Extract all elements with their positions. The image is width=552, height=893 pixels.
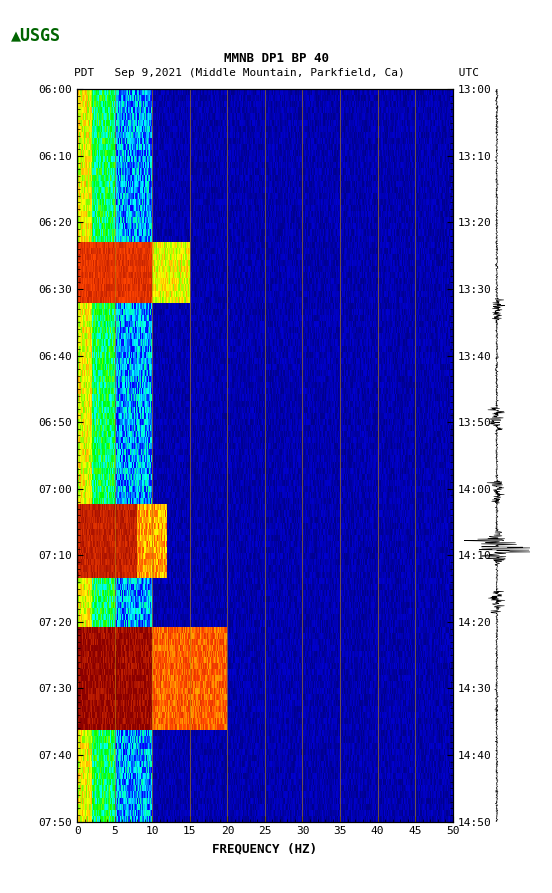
Text: ▲USGS: ▲USGS: [11, 27, 61, 45]
Text: PDT   Sep 9,2021 (Middle Mountain, Parkfield, Ca)        UTC: PDT Sep 9,2021 (Middle Mountain, Parkfie…: [73, 68, 479, 79]
X-axis label: FREQUENCY (HZ): FREQUENCY (HZ): [213, 842, 317, 855]
Text: MMNB DP1 BP 40: MMNB DP1 BP 40: [224, 52, 328, 64]
